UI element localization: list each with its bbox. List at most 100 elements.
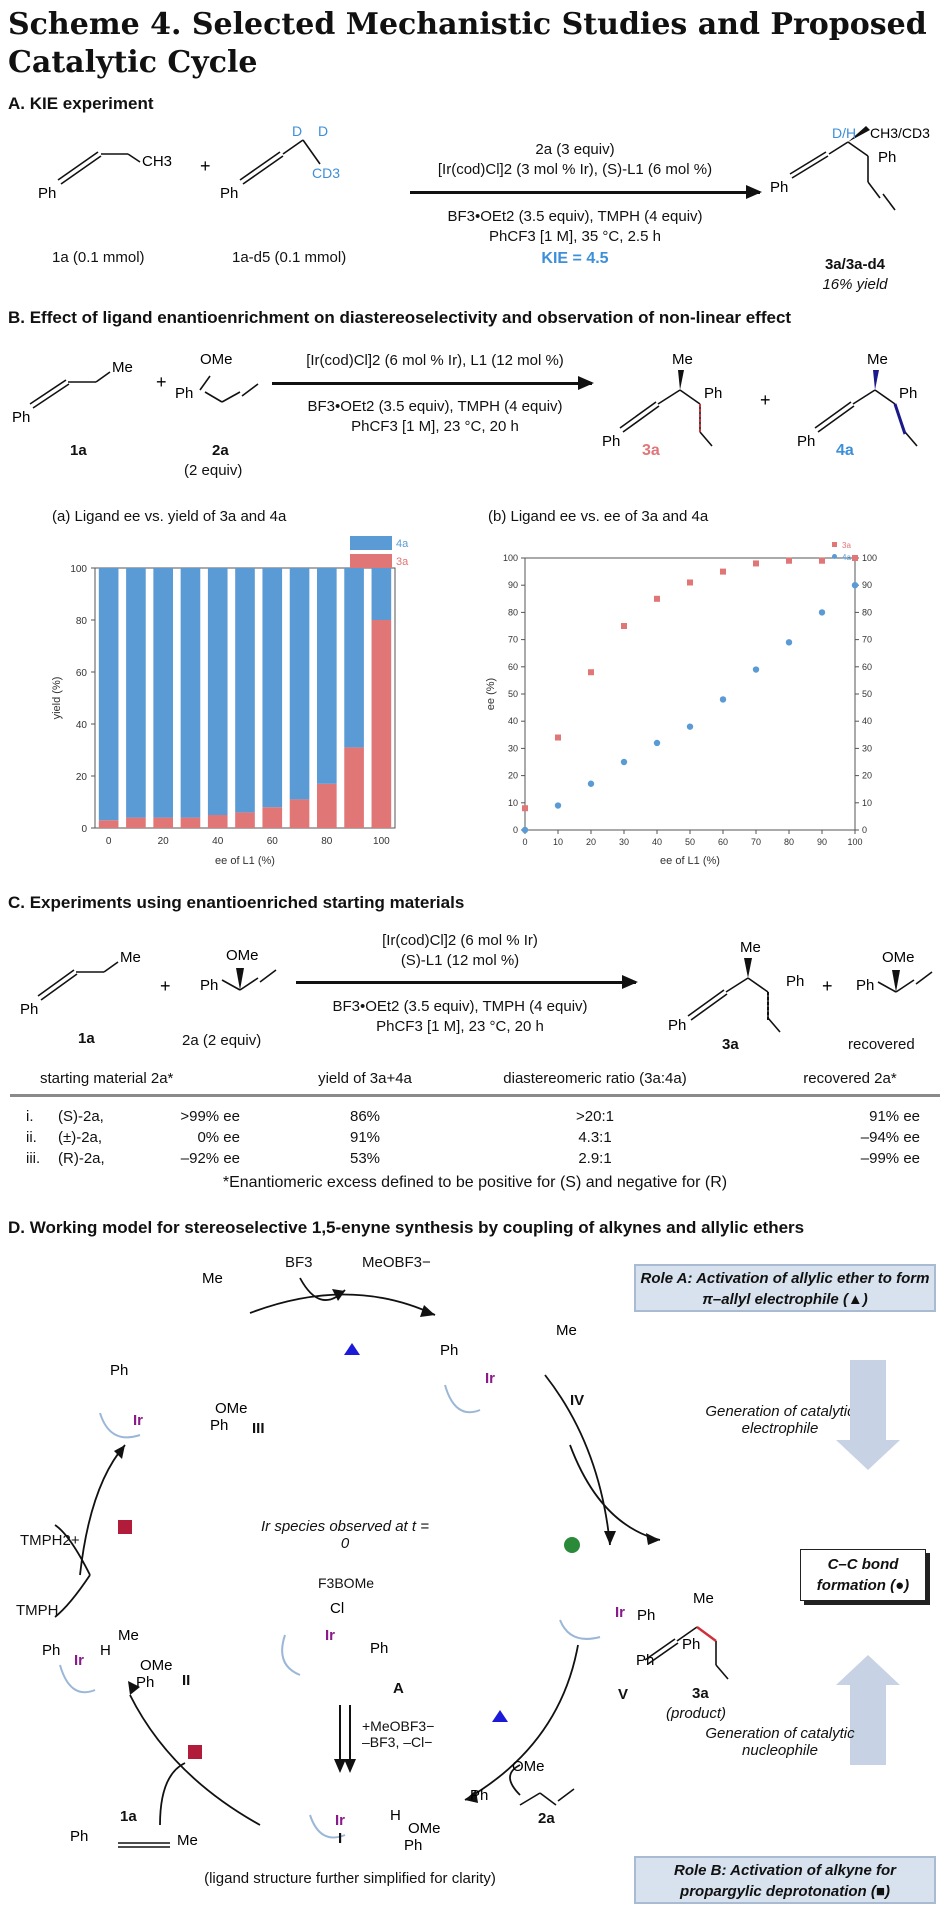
reagent-tmph: TMPH [16, 1602, 59, 1619]
bar-3a [207, 815, 228, 828]
label-ome: OMe [882, 949, 915, 966]
wedge-bond-icon [678, 370, 684, 390]
label-1a: 1a [70, 442, 87, 459]
conditions-c-line3: BF3•OEt2 (3.5 equiv), TMPH (4 equiv) [332, 998, 588, 1015]
bar-4a [180, 568, 201, 818]
point-4a [653, 739, 661, 747]
table-header-dr: diastereomeric ratio (3a:4a) [503, 1070, 687, 1087]
label-ph: Ph [899, 385, 917, 402]
wedge-bond-icon [892, 970, 900, 992]
x-tick-label: 60 [718, 837, 728, 847]
y-tick-label-right: 50 [862, 689, 872, 699]
bar-3a [98, 820, 119, 828]
conditions-a-line1: 2a (3 equiv) [535, 141, 615, 158]
y-tick-label-right: 10 [862, 798, 872, 808]
svg-text:OMe: OMe [140, 1657, 173, 1674]
x-tick-label: 100 [847, 837, 862, 847]
label-ph: Ph [38, 185, 56, 202]
wedge-bond-icon [848, 126, 870, 142]
reaction-arrow-a [410, 185, 762, 199]
generation-nucleophile: Generation of catalytic nucleophile [705, 1725, 855, 1759]
down-block-arrow-icon [836, 1360, 900, 1470]
conditions-a-line4: PhCF3 [1 M], 35 °C, 2.5 h [489, 228, 661, 245]
y-tick-label: 30 [508, 743, 518, 753]
bar-4a [98, 568, 119, 821]
bar-3a [317, 783, 337, 828]
bar-4a [262, 568, 283, 808]
legend-marker [832, 554, 837, 559]
legend-label: 3a [396, 556, 409, 568]
section-d-heading: D. Working model for stereoselective 1,5… [8, 1218, 805, 1237]
chart-b-title: (b) Ligand ee vs. ee of 3a and 4a [488, 508, 709, 525]
y-tick-label: 20 [508, 771, 518, 781]
table-header-sm: starting material 2a* [40, 1070, 174, 1087]
section-b-heading: B. Effect of ligand enantioenrichment on… [8, 308, 792, 327]
svg-text:Me: Me [556, 1322, 577, 1339]
point-3a [720, 568, 726, 575]
x-tick-label: 10 [553, 837, 563, 847]
bar-3a [153, 817, 173, 828]
y-axis-label: yield (%) [51, 677, 63, 720]
svg-text:Ph: Ph [440, 1342, 458, 1359]
bar-3a [180, 817, 201, 828]
label-ph: Ph [856, 977, 874, 994]
conditions-c-line1: [Ir(cod)Cl]2 (6 mol % Ir) [382, 932, 538, 949]
svg-text:Ph: Ph [470, 1787, 488, 1804]
triangle-icon [344, 1343, 360, 1355]
svg-text:Ph: Ph [637, 1607, 655, 1624]
svg-text:Ir: Ir [133, 1412, 143, 1429]
label-2a: 2a [212, 442, 229, 459]
point-4a [752, 666, 760, 673]
y-tick-label-right: 40 [862, 716, 872, 726]
label-ph: Ph [175, 385, 193, 402]
svg-text:Ir: Ir [485, 1370, 495, 1387]
y-tick-label-right: 0 [862, 825, 867, 835]
y-tick-label-right: 70 [862, 635, 872, 645]
point-3a [852, 555, 858, 561]
bar-3a [235, 812, 255, 828]
label-ph: Ph [602, 433, 620, 450]
label-ph: Ph [668, 1017, 686, 1034]
table-header-yield: yield of 3a+4a [318, 1070, 412, 1087]
cc-bond-box: C–C bond formation (●) [800, 1549, 926, 1601]
bar-3a [262, 807, 283, 828]
label-ph: Ph [797, 433, 815, 450]
product-3a-label: 3a [692, 1685, 709, 1702]
plus-sign: + [760, 390, 771, 410]
bar-4a [207, 568, 228, 815]
legend-marker [832, 542, 837, 547]
legend-swatch [350, 536, 392, 550]
label-me: Me [112, 359, 133, 376]
y-axis-label: ee (%) [485, 678, 497, 710]
y-tick-label: 40 [508, 716, 518, 726]
x-tick-label: 50 [685, 837, 695, 847]
label-cd3: CD3 [312, 165, 340, 181]
svg-text:Ph: Ph [210, 1417, 228, 1434]
section-c-heading: C. Experiments using enantioenriched sta… [8, 893, 465, 912]
label-ch3: CH3 [142, 153, 172, 170]
svg-text:OMe: OMe [408, 1820, 441, 1837]
svg-text:Ph: Ph [404, 1837, 422, 1854]
row-recovered: –99% ee [860, 1150, 920, 1167]
table-footnote: *Enantiomeric excess defined to be posit… [222, 1174, 728, 1191]
x-tick-label: 20 [158, 836, 170, 847]
legend-label: 4a [842, 553, 851, 562]
y-tick-label: 80 [76, 616, 88, 627]
y-tick-label: 0 [81, 824, 87, 835]
point-4a [785, 639, 793, 646]
y-tick-label: 10 [508, 798, 518, 808]
label-me: Me [740, 939, 761, 956]
label-3a: 3a [722, 1036, 739, 1053]
row-starting-material: (R)-2a, [58, 1150, 105, 1167]
x-tick-label: 70 [751, 837, 761, 847]
ir-species-note: Ir species observed at t = 0 [260, 1518, 429, 1552]
chart-a: 0 20 40 60 80 100 0 20 40 60 80 100 ee of L1 (%) yiel… [51, 536, 409, 867]
x-tick-label: 80 [784, 837, 794, 847]
reagent-bf3: BF3 [285, 1254, 313, 1271]
bar-4a [126, 568, 146, 818]
svg-text:OMe: OMe [512, 1758, 545, 1775]
conditions-b-line2: BF3•OEt2 (3.5 equiv), TMPH (4 equiv) [307, 398, 563, 415]
row-dr: 2.9:1 [578, 1150, 612, 1167]
